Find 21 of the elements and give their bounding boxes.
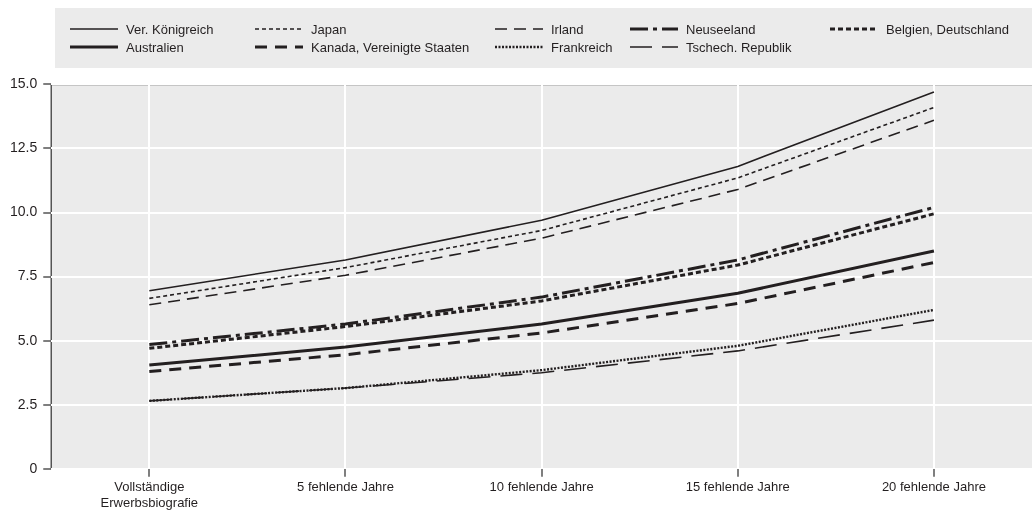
legend-label: Tschech. Republik xyxy=(686,39,792,55)
legend-label: Australien xyxy=(126,39,184,55)
x-tick-label: 5 fehlende Jahre xyxy=(297,479,394,495)
legend-label: Kanada, Vereinigte Staaten xyxy=(311,39,470,55)
y-tick-label: 0 xyxy=(29,459,38,476)
y-tick-label: 12.5 xyxy=(10,139,38,156)
x-tick-label: 15 fehlende Jahre xyxy=(685,479,790,495)
y-tick-label: 5.0 xyxy=(17,331,38,348)
y-tick-label: 15.0 xyxy=(10,75,38,92)
legend-label: Belgien, Deutschland xyxy=(886,21,1009,37)
x-tick-label: Vollständige Erwerbsbiografie xyxy=(100,479,199,510)
legend-label: Neuseeland xyxy=(686,21,756,37)
x-tick-label: 10 fehlende Jahre xyxy=(489,479,594,495)
legend-label: Irland xyxy=(551,21,584,37)
legend-label: Frankreich xyxy=(551,39,613,55)
y-tick-label: 10.0 xyxy=(10,203,38,220)
legend-label: Ver. Königreich xyxy=(126,21,214,37)
x-tick-label: 20 fehlende Jahre xyxy=(881,479,986,495)
y-tick-label: 2.5 xyxy=(17,395,38,412)
legend-label: Japan xyxy=(311,21,347,37)
y-tick-label: 7.5 xyxy=(17,267,38,284)
